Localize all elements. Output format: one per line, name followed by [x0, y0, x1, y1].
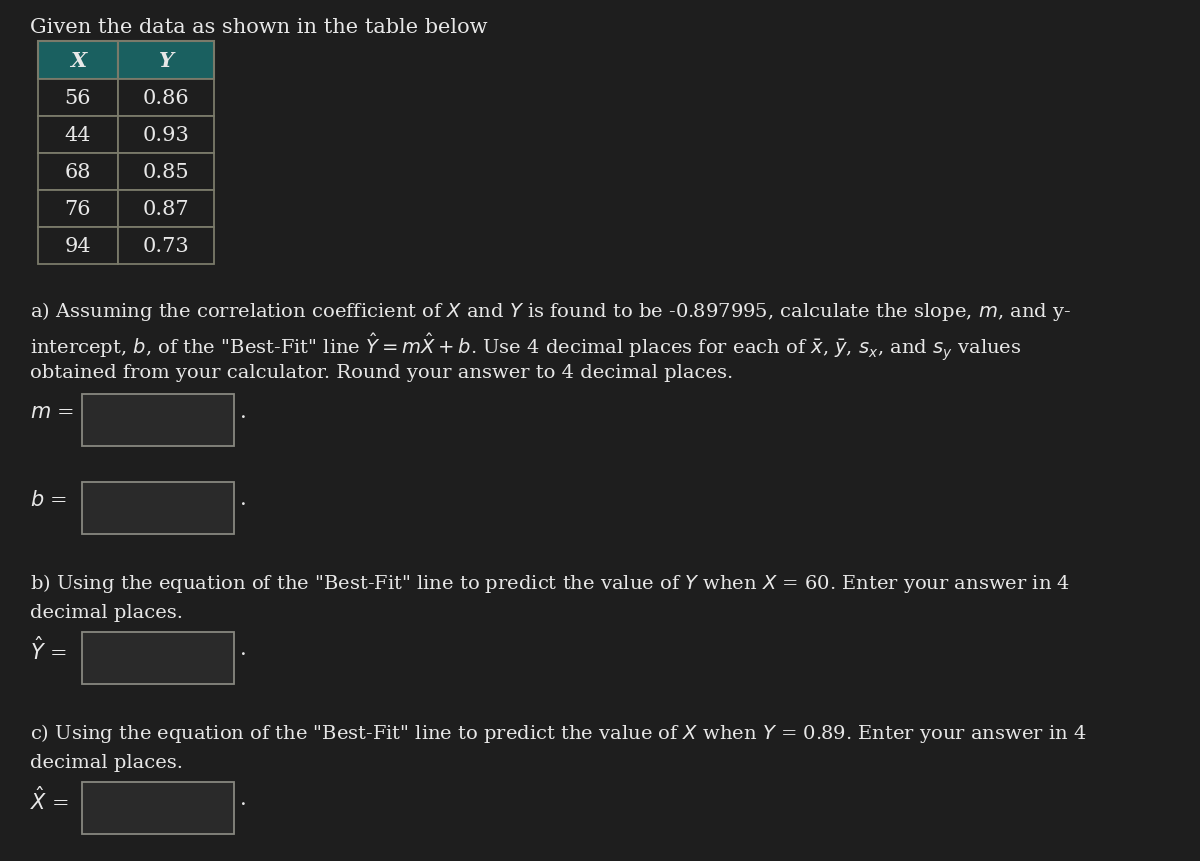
Text: $\hat{Y}$ =: $\hat{Y}$ = [30, 635, 67, 663]
Text: .: . [240, 790, 247, 808]
FancyBboxPatch shape [118, 42, 214, 80]
Text: decimal places.: decimal places. [30, 604, 182, 622]
FancyBboxPatch shape [82, 632, 234, 684]
FancyBboxPatch shape [118, 228, 214, 264]
FancyBboxPatch shape [38, 154, 118, 191]
Text: 94: 94 [65, 237, 91, 256]
Text: $m$ =: $m$ = [30, 402, 74, 421]
FancyBboxPatch shape [118, 117, 214, 154]
FancyBboxPatch shape [38, 42, 118, 80]
FancyBboxPatch shape [82, 394, 234, 447]
Text: Given the data as shown in the table below: Given the data as shown in the table bel… [30, 18, 487, 37]
Text: .: . [240, 490, 247, 509]
Text: .: . [240, 640, 247, 659]
Text: intercept, $b$, of the "Best-Fit" line $\hat{Y} = m\hat{X} + b$. Use 4 decimal p: intercept, $b$, of the "Best-Fit" line $… [30, 331, 1021, 363]
FancyBboxPatch shape [118, 154, 214, 191]
Text: 76: 76 [65, 200, 91, 219]
FancyBboxPatch shape [38, 228, 118, 264]
FancyBboxPatch shape [82, 782, 234, 834]
FancyBboxPatch shape [38, 117, 118, 154]
FancyBboxPatch shape [118, 191, 214, 228]
Text: 0.87: 0.87 [143, 200, 190, 219]
FancyBboxPatch shape [38, 191, 118, 228]
Text: $b$ =: $b$ = [30, 489, 67, 510]
Text: 0.73: 0.73 [143, 237, 190, 256]
Text: Y: Y [158, 51, 174, 71]
Text: b) Using the equation of the "Best-Fit" line to predict the value of $Y$ when $X: b) Using the equation of the "Best-Fit" … [30, 572, 1070, 594]
Text: 68: 68 [65, 163, 91, 182]
Text: .: . [240, 402, 247, 421]
Text: c) Using the equation of the "Best-Fit" line to predict the value of $X$ when $Y: c) Using the equation of the "Best-Fit" … [30, 722, 1086, 744]
Text: a) Assuming the correlation coefficient of $X$ and $Y$ is found to be -0.897995,: a) Assuming the correlation coefficient … [30, 300, 1072, 323]
Text: 0.86: 0.86 [143, 89, 190, 108]
Text: 44: 44 [65, 126, 91, 145]
Text: 56: 56 [65, 89, 91, 108]
Text: 0.85: 0.85 [143, 163, 190, 182]
Text: 0.93: 0.93 [143, 126, 190, 145]
Text: X: X [70, 51, 86, 71]
FancyBboxPatch shape [82, 482, 234, 535]
Text: decimal places.: decimal places. [30, 753, 182, 771]
Text: $\hat{X}$ =: $\hat{X}$ = [30, 785, 70, 813]
FancyBboxPatch shape [118, 80, 214, 117]
Text: obtained from your calculator. Round your answer to 4 decimal places.: obtained from your calculator. Round you… [30, 363, 733, 381]
FancyBboxPatch shape [38, 80, 118, 117]
